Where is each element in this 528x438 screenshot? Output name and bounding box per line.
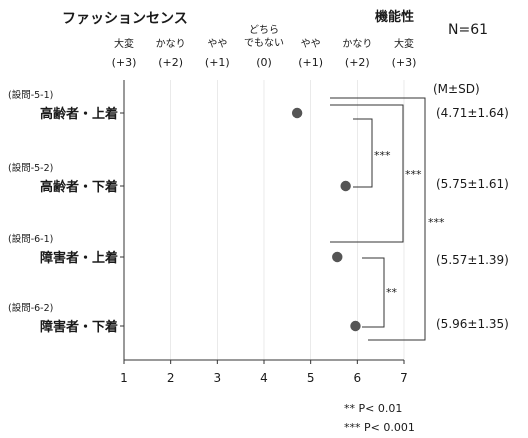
right-header: 機能性 — [375, 9, 414, 25]
scale-word-2: やや — [207, 38, 227, 50]
n-label: N=61 — [448, 22, 488, 38]
stats-label-0: (4.71±1.64) — [436, 106, 509, 120]
legend-note-0: ** P< 0.01 — [344, 402, 402, 415]
significance-bracket-2 — [330, 104, 404, 243]
mean-point-3 — [350, 320, 361, 332]
scale-word-6: 大変 — [394, 37, 414, 50]
scale-num-1: (+2) — [158, 56, 183, 69]
category-label-2: 障害者・上着 — [40, 250, 118, 266]
scale-num-6: (+3) — [392, 56, 417, 69]
significance-mark-0: *** — [374, 149, 391, 162]
significance-mark-2: *** — [405, 168, 422, 181]
question-label-0: (設問-5-1) — [8, 89, 53, 101]
scale-word-3: どちらでもない — [244, 24, 284, 49]
x-tick-label-1: 2 — [167, 371, 175, 385]
question-label-1: (設問-5-2) — [8, 162, 53, 174]
category-label-0: 高齢者・上着 — [40, 106, 118, 122]
x-tick-label-2: 3 — [214, 371, 222, 385]
question-label-2: (設問-6-1) — [8, 233, 53, 245]
category-label-3: 障害者・下着 — [40, 319, 118, 335]
significance-bracket-1 — [362, 257, 385, 328]
left-header: ファッションセンス — [62, 11, 188, 27]
scale-word-0: 大変 — [114, 37, 134, 50]
scale-num-4: (+1) — [298, 56, 323, 69]
legend-note-1: *** P< 0.001 — [344, 421, 415, 434]
category-label-1: 高齢者・下着 — [40, 179, 118, 195]
stats-label-1: (5.75±1.61) — [436, 177, 509, 191]
mean-point-1 — [340, 180, 351, 192]
significance-mark-3: *** — [428, 216, 445, 229]
x-tick-label-3: 4 — [260, 371, 268, 385]
mean-point-2 — [332, 251, 343, 263]
scale-word-1: かなり — [156, 38, 186, 50]
stats-label-2: (5.57±1.39) — [436, 253, 509, 267]
scale-num-3: (0) — [256, 56, 272, 69]
scale-num-0: (+3) — [112, 56, 137, 69]
stats-label-3: (5.96±1.35) — [436, 317, 509, 331]
significance-bracket-0 — [353, 118, 373, 188]
scale-word-5: かなり — [342, 38, 372, 50]
mean-point-0 — [291, 107, 303, 119]
scale-num-2: (+1) — [205, 56, 230, 69]
scale-num-5: (+2) — [345, 56, 370, 69]
x-tick-label-0: 1 — [120, 371, 128, 385]
x-tick-label-6: 7 — [400, 371, 408, 385]
scale-word-4: やや — [301, 38, 321, 50]
x-tick-label-5: 6 — [354, 371, 362, 385]
significance-bracket-3 — [330, 97, 426, 341]
significance-mark-1: ** — [386, 286, 398, 299]
question-label-3: (設問-6-2) — [8, 302, 53, 314]
x-tick-label-4: 5 — [307, 371, 315, 385]
stats-header: (M±SD) — [433, 82, 480, 96]
